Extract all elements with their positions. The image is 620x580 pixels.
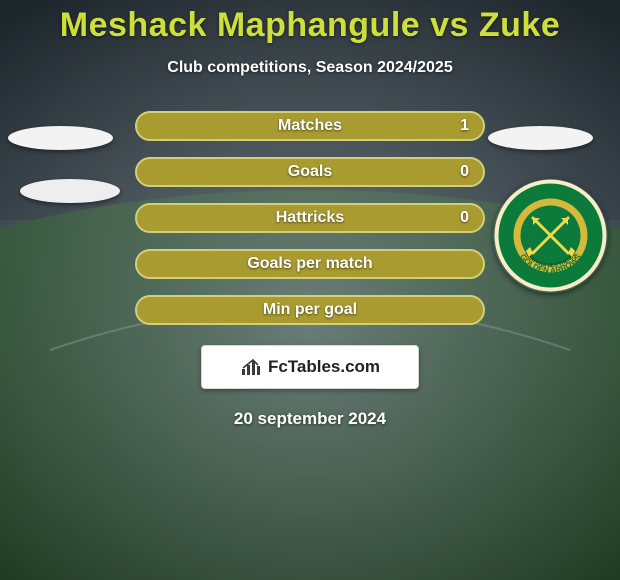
- stat-value: 0: [460, 163, 469, 181]
- brand-box: FcTables.com: [201, 345, 419, 389]
- snapshot-date: 20 september 2024: [0, 409, 620, 429]
- stat-value: 0: [460, 209, 469, 227]
- brand-chart-icon: [240, 356, 262, 378]
- stats-container: Matches 1 Goals 0 Hattricks 0 Goals per match M…: [0, 111, 620, 325]
- brand-text: FcTables.com: [268, 357, 380, 377]
- stat-bar: Matches 1: [135, 111, 485, 141]
- stat-label: Min per goal: [263, 301, 357, 319]
- stat-label: Matches: [278, 117, 342, 135]
- stat-label: Hattricks: [276, 209, 344, 227]
- page-title: Meshack Maphangule vs Zuke: [0, 6, 620, 45]
- page-subtitle: Club competitions, Season 2024/2025: [0, 59, 620, 77]
- stat-bar: Goals 0: [135, 157, 485, 187]
- stat-bar: Hattricks 0: [135, 203, 485, 233]
- stat-bar: Goals per match: [135, 249, 485, 279]
- stat-value: 1: [460, 117, 469, 135]
- stat-label: Goals per match: [247, 255, 372, 273]
- stat-bar: Min per goal: [135, 295, 485, 325]
- stat-label: Goals: [288, 163, 332, 181]
